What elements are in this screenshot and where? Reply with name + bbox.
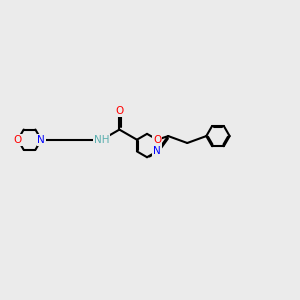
Text: N: N (153, 146, 161, 156)
Text: N: N (38, 135, 45, 145)
Text: O: O (115, 106, 124, 116)
Text: O: O (14, 135, 22, 145)
Text: NH: NH (94, 135, 110, 145)
Text: O: O (153, 135, 161, 145)
